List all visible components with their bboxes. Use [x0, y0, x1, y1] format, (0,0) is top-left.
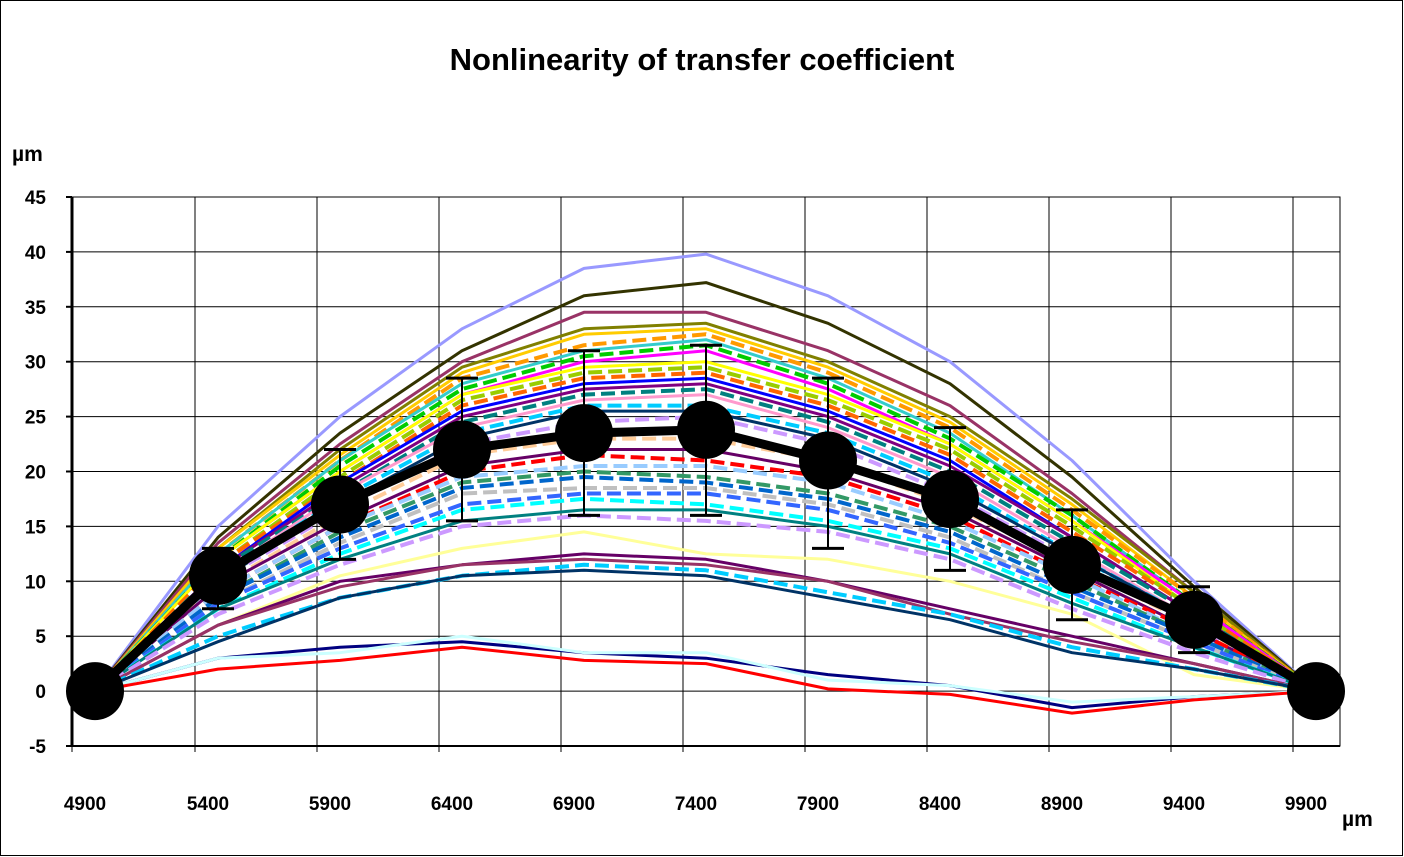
x-tick-label: 6400: [431, 794, 473, 815]
series-line: [93, 281, 1317, 693]
mean-point: [799, 431, 857, 490]
y-tick-label: 0: [35, 682, 46, 703]
y-tick-label: -5: [29, 737, 46, 758]
series-line: [94, 645, 1317, 715]
chart-title: Nonlinearity of transfer coefficient: [449, 42, 955, 77]
series-line: [94, 557, 1317, 693]
y-tick-label: 15: [25, 517, 47, 538]
mean-point: [1287, 662, 1345, 721]
y-tick-label: 5: [35, 627, 46, 648]
x-tick-label: 8900: [1041, 794, 1083, 815]
series-line: [94, 552, 1317, 693]
y-axis-label: µm: [12, 143, 43, 166]
x-axis-label: µm: [1342, 808, 1373, 831]
y-tick-label: 10: [25, 572, 46, 593]
y-tick-label: 35: [25, 298, 47, 319]
y-tick-label: 30: [25, 353, 46, 374]
mean-point: [66, 662, 124, 721]
x-tick-label: 4900: [64, 794, 106, 815]
series-line: [93, 365, 1318, 693]
x-tick-label: 9400: [1163, 794, 1205, 815]
series-line: [93, 327, 1317, 693]
series-line: [93, 491, 1317, 693]
series-line: [93, 310, 1317, 693]
mean-point: [433, 420, 491, 479]
mean-point: [1043, 535, 1101, 594]
series-line: [94, 530, 1317, 693]
mean-point: [921, 469, 979, 528]
series-line: [93, 321, 1317, 693]
mean-point: [1165, 590, 1223, 649]
y-tick-label: 25: [25, 408, 47, 429]
series-line: [93, 252, 1318, 693]
series-line: [93, 513, 1317, 694]
x-tick-label: 7900: [797, 794, 839, 815]
x-tick-label: 5900: [309, 794, 351, 815]
series-line: [94, 640, 1317, 710]
x-tick-label: 7400: [675, 794, 717, 815]
x-tick-label: 8400: [919, 794, 961, 815]
x-tick-label: 6900: [553, 794, 595, 815]
mean-point: [555, 404, 613, 463]
series-line: [94, 634, 1317, 704]
y-tick-label: 20: [25, 463, 46, 484]
series-line: [94, 562, 1317, 694]
y-tick-label: 45: [25, 188, 47, 209]
x-tick-label: 9900: [1285, 794, 1327, 815]
x-tick-label: 5400: [187, 794, 229, 815]
series-line: [93, 370, 1318, 693]
y-tick-label: 40: [25, 243, 46, 264]
series-line: [94, 568, 1317, 693]
mean-point: [677, 400, 735, 459]
mean-point: [311, 475, 369, 534]
mean-point: [189, 546, 247, 605]
